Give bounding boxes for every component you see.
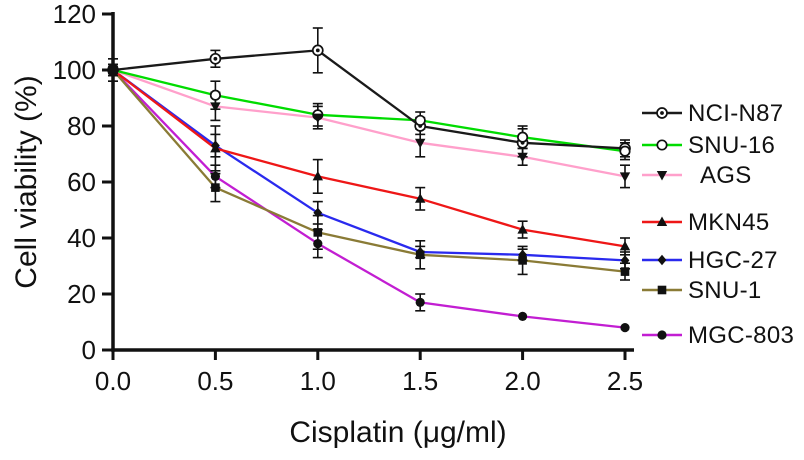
- markers-HGC-27: [108, 64, 630, 266]
- legend: NCI-N87 SNU-16 AGS MKN45 HGC-27 SNU-1 MGC-803: [642, 100, 794, 349]
- circle-marker: [108, 65, 118, 75]
- series-line-MGC-803: [112, 69, 626, 329]
- series-line-SNU-1: [112, 69, 626, 273]
- markers-MGC-803: [108, 65, 630, 333]
- triangle-up-marker: [619, 240, 631, 251]
- square-marker: [415, 250, 425, 260]
- x-tick-label: 0.5: [197, 366, 233, 396]
- diamond-marker: [657, 254, 667, 266]
- triangle-down-marker: [656, 171, 668, 181]
- triangle-up-marker: [517, 224, 528, 234]
- circle-marker: [620, 323, 630, 333]
- circle-dot-marker: [209, 52, 222, 65]
- plot-area: [107, 27, 631, 333]
- square-marker: [620, 267, 630, 276]
- triangle-down-marker: [415, 138, 426, 149]
- square-marker: [313, 228, 323, 237]
- error-bars-MKN45: [108, 63, 630, 256]
- open-circle-marker: [656, 139, 668, 151]
- y-tick-label: 80: [67, 111, 96, 141]
- legend-item-NCI-N87: NCI-N87: [642, 100, 783, 127]
- series-line-MKN45: [112, 69, 626, 248]
- y-tick-label: 20: [67, 279, 96, 309]
- open-circle-marker: [517, 131, 529, 143]
- legend-label: MGC-803: [688, 322, 794, 349]
- legend-item-MKN45: MKN45: [642, 209, 770, 236]
- legend-label: HGC-27: [688, 247, 778, 274]
- y-tick-label: 100: [53, 55, 96, 85]
- diamond-marker: [313, 207, 323, 218]
- legend-label: SNU-1: [688, 277, 762, 304]
- circle-marker: [415, 297, 425, 307]
- triangle-down-marker: [210, 102, 221, 112]
- legend-item-SNU-1: SNU-1: [642, 277, 762, 304]
- legend-item-HGC-27: HGC-27: [642, 247, 778, 274]
- y-tick-label: 60: [67, 167, 96, 197]
- series-line-HGC-27: [112, 69, 626, 262]
- diamond-marker: [211, 140, 220, 151]
- square-marker: [211, 183, 220, 192]
- triangle-down-marker: [312, 113, 323, 124]
- legend-label: MKN45: [688, 209, 770, 236]
- open-circle-marker: [414, 114, 426, 126]
- triangle-up-marker: [415, 193, 426, 203]
- x-tick-label: 2.5: [607, 366, 643, 396]
- series-line-AGS: [112, 68, 626, 178]
- square-marker: [518, 256, 527, 265]
- circle-marker: [657, 330, 667, 340]
- square-marker: [657, 285, 667, 295]
- open-circle-marker: [619, 145, 631, 157]
- legend-label: NCI-N87: [688, 100, 783, 127]
- circle-dot-marker: [311, 44, 324, 57]
- legend-item-AGS: AGS: [642, 162, 752, 189]
- x-axis-title: Cisplatin (μg/ml): [289, 416, 506, 449]
- triangle-down-marker: [619, 172, 631, 182]
- series-line-SNU-16: [112, 68, 626, 153]
- legend-item-MGC-803: MGC-803: [642, 322, 794, 349]
- circle-marker: [518, 311, 528, 321]
- open-circle-marker: [209, 89, 221, 101]
- triangle-up-marker: [312, 170, 323, 181]
- circle-marker: [313, 239, 323, 249]
- x-tick-label: 1.0: [300, 366, 336, 396]
- series-line-NCI-N87: [112, 49, 626, 150]
- error-bars-NCI-N87: [108, 27, 630, 158]
- y-axis-title: Cell viability (%): [10, 75, 43, 288]
- y-tick-label: 0: [82, 335, 96, 365]
- legend-label: SNU-16: [688, 132, 775, 159]
- legend-item-SNU-16: SNU-16: [642, 132, 775, 159]
- markers-MKN45: [107, 64, 631, 251]
- x-tick-label: 1.5: [402, 366, 438, 396]
- triangle-up-marker: [656, 216, 668, 226]
- x-tick-label: 2.0: [505, 366, 541, 396]
- y-tick-label: 120: [53, 0, 96, 29]
- y-tick-label: 40: [67, 223, 96, 253]
- triangle-down-marker: [517, 152, 528, 163]
- circle-dot-marker: [656, 107, 668, 119]
- legend-label: AGS: [700, 162, 752, 189]
- diamond-marker: [620, 255, 630, 266]
- circle-marker: [210, 171, 220, 181]
- x-tick-label: 0.0: [95, 366, 131, 396]
- axes: 0 20 40 60 80 100 120 0.0 0.5 1.0 1.5 2.0 2.5: [53, 0, 643, 396]
